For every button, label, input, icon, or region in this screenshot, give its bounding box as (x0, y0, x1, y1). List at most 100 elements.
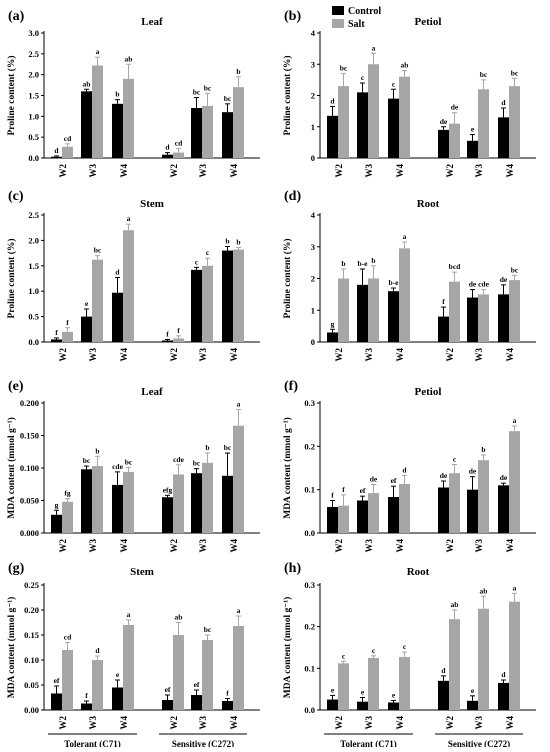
significance-label: c (372, 646, 376, 655)
bar-control (467, 140, 478, 158)
bar-salt (399, 76, 410, 158)
bar-salt (338, 663, 349, 710)
y-tick-label: 0 (311, 337, 315, 347)
significance-label: e (85, 299, 89, 308)
significance-label: a (372, 43, 376, 52)
x-tick-label: W2 (169, 716, 179, 730)
significance-label: de (370, 474, 378, 483)
x-tick-label: W4 (395, 716, 405, 730)
legend-swatch-salt (332, 19, 344, 28)
chart-panel-5: (e) Leaf MDA content (mmol g⁻¹)0.000 0.050 0… (6, 379, 260, 553)
significance-label: de (469, 280, 477, 289)
bar-salt (173, 635, 184, 710)
significance-label: cd (175, 138, 183, 147)
significance-label: c (206, 248, 210, 257)
bar-control (327, 115, 338, 158)
bar-salt (173, 474, 184, 533)
bar-salt (123, 78, 134, 158)
significance-label: c (392, 79, 396, 88)
panel-label: (f) (284, 379, 298, 394)
y-tick-label: 0.2 (304, 622, 315, 632)
significance-label: a (96, 47, 100, 56)
significance-label: c (342, 651, 346, 660)
y-tick-label: 3 (311, 59, 315, 69)
significance-label: bc (94, 246, 102, 255)
y-tick-label: 1.0 (28, 286, 39, 296)
bar-salt (509, 601, 520, 710)
significance-label: f (166, 329, 169, 338)
y-tick-label: 0.0 (304, 528, 315, 538)
bar-salt (62, 331, 73, 342)
y-tick-label: 0.10 (24, 655, 39, 665)
group-label: Sensitive (C272) (172, 739, 234, 747)
significance-label: cde (173, 455, 185, 464)
significance-label: bc (204, 625, 212, 634)
x-tick-label: W4 (229, 539, 239, 553)
x-tick-label: W2 (58, 539, 68, 553)
group-label: Tolerant (C71) (340, 739, 396, 747)
significance-label: cd (64, 134, 72, 143)
significance-label: ab (125, 54, 133, 63)
significance-label: de (469, 467, 477, 476)
significance-label: f (442, 297, 445, 306)
bar-salt (233, 249, 244, 342)
y-tick-label: 0.00 (24, 705, 39, 715)
bar-salt (202, 265, 213, 342)
significance-label: bc (511, 68, 519, 77)
bar-salt (92, 660, 103, 710)
x-tick-label: W2 (334, 716, 344, 730)
significance-label: e (392, 690, 396, 699)
significance-label: f (85, 691, 88, 700)
significance-label: f (177, 326, 180, 335)
bar-salt (478, 89, 489, 158)
bar-control (51, 693, 62, 710)
bar-control (357, 92, 368, 158)
y-axis-label: Proline content (%) (282, 238, 293, 318)
x-tick-label: W4 (119, 348, 129, 362)
x-tick-label: W2 (445, 348, 455, 362)
bar-salt (509, 431, 520, 533)
significance-label: d (501, 670, 506, 679)
significance-label: c (361, 73, 365, 82)
x-tick-label: W3 (198, 164, 208, 178)
panel-label: (g) (8, 561, 25, 576)
significance-label: g (55, 500, 59, 509)
bar-control (191, 269, 202, 342)
significance-label: ab (401, 61, 409, 70)
significance-label: ef (194, 680, 200, 689)
panel-title: Leaf (141, 386, 163, 398)
significance-label: b (236, 238, 240, 247)
bar-salt (509, 86, 520, 158)
panel-label: (c) (8, 189, 24, 204)
x-tick-label: W4 (395, 164, 405, 178)
significance-label: efg (163, 485, 173, 494)
panel-label: (a) (8, 9, 25, 24)
legend-swatch-control (332, 6, 344, 15)
significance-label: d (115, 267, 120, 276)
x-tick-label: W2 (445, 539, 455, 553)
bar-control (191, 108, 202, 158)
y-tick-label: 1.0 (28, 111, 39, 121)
y-axis-label: Proline content (%) (6, 55, 17, 135)
significance-label: g (331, 319, 335, 328)
significance-label: f (342, 485, 345, 494)
x-tick-label: W2 (58, 348, 68, 362)
y-tick-label: 0.5 (28, 312, 39, 322)
y-tick-label: 0.25 (24, 580, 39, 590)
y-tick-label: 0.200 (20, 398, 39, 408)
significance-label: b (371, 256, 375, 265)
bar-salt (62, 146, 73, 158)
significance-label: bc (511, 265, 519, 274)
bar-control (357, 701, 368, 710)
bar-control (438, 680, 449, 710)
significance-label: e (471, 686, 475, 695)
significance-label: b (236, 67, 240, 76)
significance-label: bc (204, 83, 212, 92)
bar-salt (449, 473, 460, 533)
bar-control (467, 489, 478, 533)
bar-control (388, 291, 399, 342)
x-tick-label: W3 (198, 539, 208, 553)
significance-label: bcd (449, 262, 462, 271)
